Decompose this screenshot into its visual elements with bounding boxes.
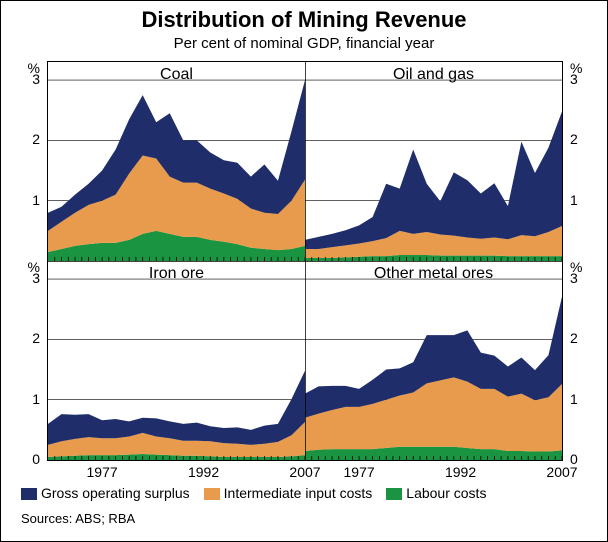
area-surplus [48,371,305,445]
panel-other: Other metal ores [305,261,562,460]
swatch-surplus [21,488,37,500]
x-tick-label: 2007 [289,464,320,480]
y-tick-label: 2 [32,131,40,147]
y-tick-label: 1 [570,192,578,208]
plot-area: CoalOil and gasIron oreOther metal ores1… [47,61,563,461]
legend: Gross operating surplus Intermediate inp… [21,485,486,501]
legend-item-surplus: Gross operating surplus [21,485,190,501]
y-tick-label: 1 [32,192,40,208]
panel-svg-ironore [48,261,305,460]
legend-label-intermediate: Intermediate input costs [224,485,373,501]
panel-title-other: Other metal ores [305,265,562,283]
panel-svg-coal [48,62,305,261]
sources-text: Sources: ABS; RBA [21,511,135,526]
x-tick-label: 1977 [344,464,375,480]
legend-item-labour: Labour costs [386,485,486,501]
y-tick-label: 0 [32,451,40,467]
x-tick-label: 1992 [445,464,476,480]
x-tick-label: 1992 [188,464,219,480]
legend-item-intermediate: Intermediate input costs [204,485,373,501]
panel-ironore: Iron ore [48,261,305,460]
panel-oilgas: Oil and gas [305,62,562,261]
y-unit-label: % [570,60,582,76]
panel-svg-other [305,261,562,460]
chart-title: Distribution of Mining Revenue [1,7,607,33]
y-unit-label: % [28,259,40,275]
panel-title-ironore: Iron ore [48,265,305,283]
swatch-intermediate [204,488,220,500]
panel-title-oilgas: Oil and gas [305,66,562,84]
y-unit-label: % [28,60,40,76]
y-tick-label: 1 [32,391,40,407]
x-tick-label: 2007 [546,464,577,480]
y-unit-label: % [570,259,582,275]
legend-label-labour: Labour costs [406,485,486,501]
area-surplus [305,111,562,248]
panel-title-coal: Coal [48,66,305,84]
chart-subtitle: Per cent of nominal GDP, financial year [1,35,607,52]
x-tick-label: 1977 [87,464,118,480]
y-tick-label: 2 [570,131,578,147]
y-tick-label: 2 [32,330,40,346]
panel-coal: Coal [48,62,305,261]
y-tick-label: 1 [570,391,578,407]
swatch-labour [386,488,402,500]
panel-svg-oilgas [305,62,562,261]
y-tick-label: 2 [570,330,578,346]
legend-label-surplus: Gross operating surplus [41,485,190,501]
chart-container: Distribution of Mining Revenue Per cent … [0,0,608,542]
